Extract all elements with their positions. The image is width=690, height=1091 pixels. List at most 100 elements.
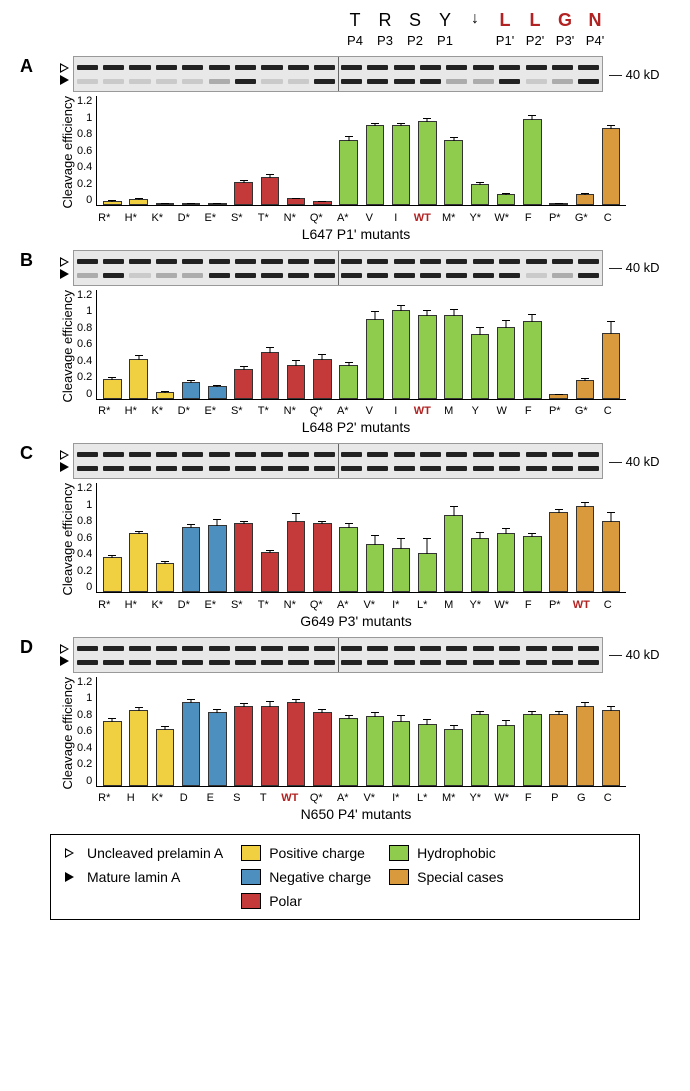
gel-band: [367, 79, 388, 84]
bar-slot: [283, 677, 309, 786]
legend-swatch: [389, 845, 409, 861]
gel-lane: [259, 444, 285, 478]
error-cap: [240, 366, 248, 367]
gel-band: [103, 65, 124, 70]
bar-slot: [152, 290, 178, 399]
panel-letter: C: [20, 443, 33, 464]
xaxis: R*H*K*D*E*S*T*N*Q*A*VIWTM*Y*W*FP*G*C: [91, 212, 621, 224]
gel-band: [235, 466, 256, 471]
bar: [392, 548, 410, 592]
xaxis: R*HK*DESTWTQ*A*V*I*L*M*Y*W*FPGC: [91, 792, 621, 804]
gel-band: [288, 273, 309, 278]
error-cap: [581, 702, 589, 703]
bar-slot: [493, 483, 519, 592]
bar-slot: [519, 483, 545, 592]
gel-band: [129, 65, 150, 70]
bar-slot: [362, 96, 388, 205]
xtick-label: H: [118, 792, 145, 804]
gel-band: [261, 65, 282, 70]
error-cap: [528, 314, 536, 315]
bar-slot: [204, 483, 230, 592]
error-cap: [371, 535, 379, 536]
gel-band: [288, 259, 309, 264]
gel-lane: [470, 638, 496, 672]
gel-band: [261, 646, 282, 651]
xtick-label: C: [595, 405, 622, 417]
xtick-label: WT: [277, 792, 304, 804]
gel-lane: [444, 57, 470, 91]
gel-lane: [206, 57, 232, 91]
yaxis-ticks: 00.20.40.60.811.2: [77, 290, 92, 400]
bar: [339, 527, 357, 592]
gel-band: [446, 65, 467, 70]
gel-band: [367, 646, 388, 651]
gel-lane: [444, 638, 470, 672]
gel-band: [499, 646, 520, 651]
gel-band: [156, 259, 177, 264]
xtick-label: M: [436, 405, 463, 417]
gel-band: [473, 273, 494, 278]
gel-band: [156, 65, 177, 70]
xaxis-title: L647 P1' mutants: [91, 226, 621, 242]
error-cap: [292, 360, 300, 361]
gel-divider: [338, 638, 339, 672]
gel-band: [77, 273, 98, 278]
bar-slot: [362, 483, 388, 592]
gel-lane: [312, 638, 338, 672]
gel-lane: [232, 638, 258, 672]
error-cap: [528, 115, 536, 116]
gel-band: [526, 79, 547, 84]
bar-slot: [493, 290, 519, 399]
gel-band: [77, 660, 98, 665]
ytick: 0: [77, 582, 92, 593]
gel-band: [446, 259, 467, 264]
gel-size-label: — 40 kD: [609, 260, 660, 275]
gel-band: [341, 466, 362, 471]
gel-band: [156, 79, 177, 84]
error-cap: [318, 709, 326, 710]
bar: [339, 365, 357, 399]
chart-wrap: Cleavage efficiency00.20.40.60.811.2: [60, 677, 670, 790]
gel-lane: [470, 251, 496, 285]
error-cap: [161, 561, 169, 562]
bar: [523, 536, 541, 592]
error-cap: [607, 706, 615, 707]
bar-slot: [336, 290, 362, 399]
error-cap: [345, 136, 353, 137]
bar: [549, 394, 567, 398]
error-cap: [581, 193, 589, 194]
xtick-label: A*: [330, 599, 357, 611]
bar: [366, 544, 384, 592]
gel-band: [420, 273, 441, 278]
error-cap: [135, 198, 143, 199]
ytick: 0.6: [77, 533, 92, 544]
xtick-label: WT: [409, 405, 436, 417]
xtick-label: G: [568, 792, 595, 804]
gel-image: [73, 637, 603, 673]
xtick-label: S*: [224, 212, 251, 224]
error-cap: [502, 720, 510, 721]
gel-band: [314, 273, 335, 278]
ytick: 0.6: [77, 146, 92, 157]
gel-lane: [391, 251, 417, 285]
gel-size-label: — 40 kD: [609, 647, 660, 662]
bar: [156, 729, 174, 785]
gel-band: [209, 646, 230, 651]
triangle-open-icon: [60, 63, 69, 73]
gel-band: [367, 452, 388, 457]
gel-lane: [417, 251, 443, 285]
gel-band: [499, 65, 520, 70]
yaxis-label: Cleavage efficiency: [60, 677, 75, 790]
bar: [129, 359, 147, 398]
header-pos: P1': [490, 33, 520, 48]
gel-band: [446, 466, 467, 471]
gel-band: [77, 65, 98, 70]
error-cap: [423, 310, 431, 311]
gel-band: [446, 79, 467, 84]
bar-slot: [493, 96, 519, 205]
ytick: 1.2: [77, 677, 92, 688]
bar: [576, 706, 594, 786]
bar: [234, 706, 252, 786]
header-aa: T: [340, 10, 370, 31]
gel-image: [73, 250, 603, 286]
